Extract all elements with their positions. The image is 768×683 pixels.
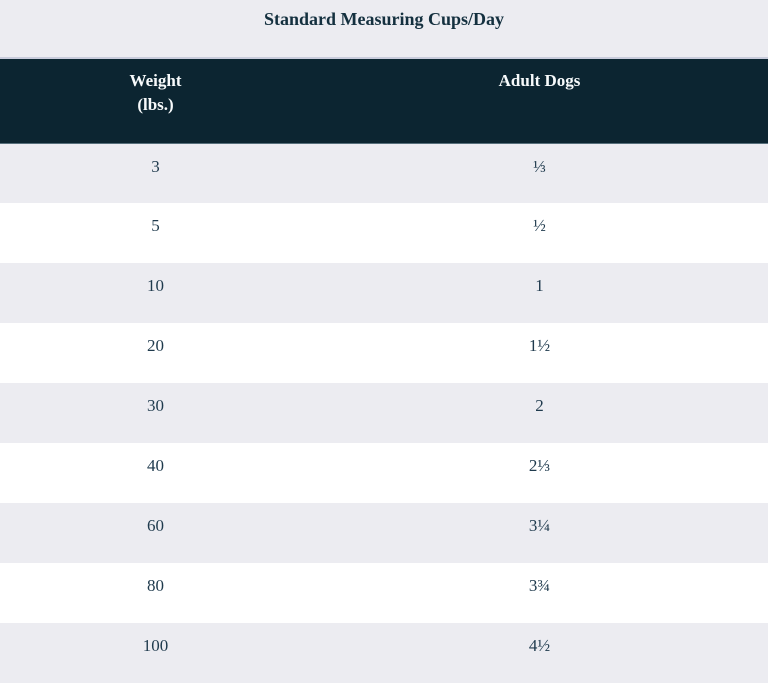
header-row: Weight (lbs.) Adult Dogs — [0, 57, 768, 144]
weight-cell: 3 — [151, 156, 160, 176]
weight-cell: 40 — [147, 456, 165, 475]
table-row: 20 1½ — [0, 323, 768, 383]
cups-cell: 2 — [535, 396, 544, 415]
table-row: 3 ⅓ — [0, 143, 768, 203]
header-cell-adult-dogs: Adult Dogs — [311, 57, 768, 144]
cups-cell: 1½ — [528, 336, 551, 355]
table-row: 100 4½ — [0, 623, 768, 683]
weight-cell: 20 — [147, 336, 165, 355]
table-row: 60 3¼ — [0, 503, 768, 563]
weight-cell: 60 — [147, 516, 165, 535]
table-body: 3 ⅓ 5 ½ 10 1 20 1½ 30 2 40 2⅓ — [0, 143, 768, 683]
weight-cell: 5 — [151, 216, 160, 235]
weight-cell: 10 — [147, 276, 165, 295]
header-weight-line1: Weight — [129, 71, 182, 90]
cups-cell: ½ — [533, 216, 546, 235]
table-header: Weight (lbs.) Adult Dogs — [0, 57, 768, 144]
table-row: 80 3¾ — [0, 563, 768, 623]
cups-cell: 1 — [535, 276, 544, 295]
cups-cell: 3¾ — [528, 576, 551, 595]
cups-cell: 2⅓ — [528, 456, 551, 475]
table-row: 30 2 — [0, 383, 768, 443]
weight-cell: 30 — [147, 396, 165, 415]
table-row: 10 1 — [0, 263, 768, 323]
table-row: 40 2⅓ — [0, 443, 768, 503]
chart-title: Standard Measuring Cups/Day — [263, 9, 505, 29]
cups-cell: ⅓ — [533, 156, 546, 176]
cups-cell: 3¼ — [528, 516, 551, 535]
cups-cell: 4½ — [528, 636, 551, 655]
header-weight-line2: (lbs.) — [137, 95, 174, 114]
weight-cell: 80 — [147, 576, 165, 595]
table-row: 5 ½ — [0, 203, 768, 263]
header-cell-weight: Weight (lbs.) — [0, 57, 312, 144]
weight-cell: 100 — [142, 636, 169, 655]
feeding-table: Weight (lbs.) Adult Dogs 3 ⅓ 5 ½ 10 1 20… — [0, 57, 768, 683]
